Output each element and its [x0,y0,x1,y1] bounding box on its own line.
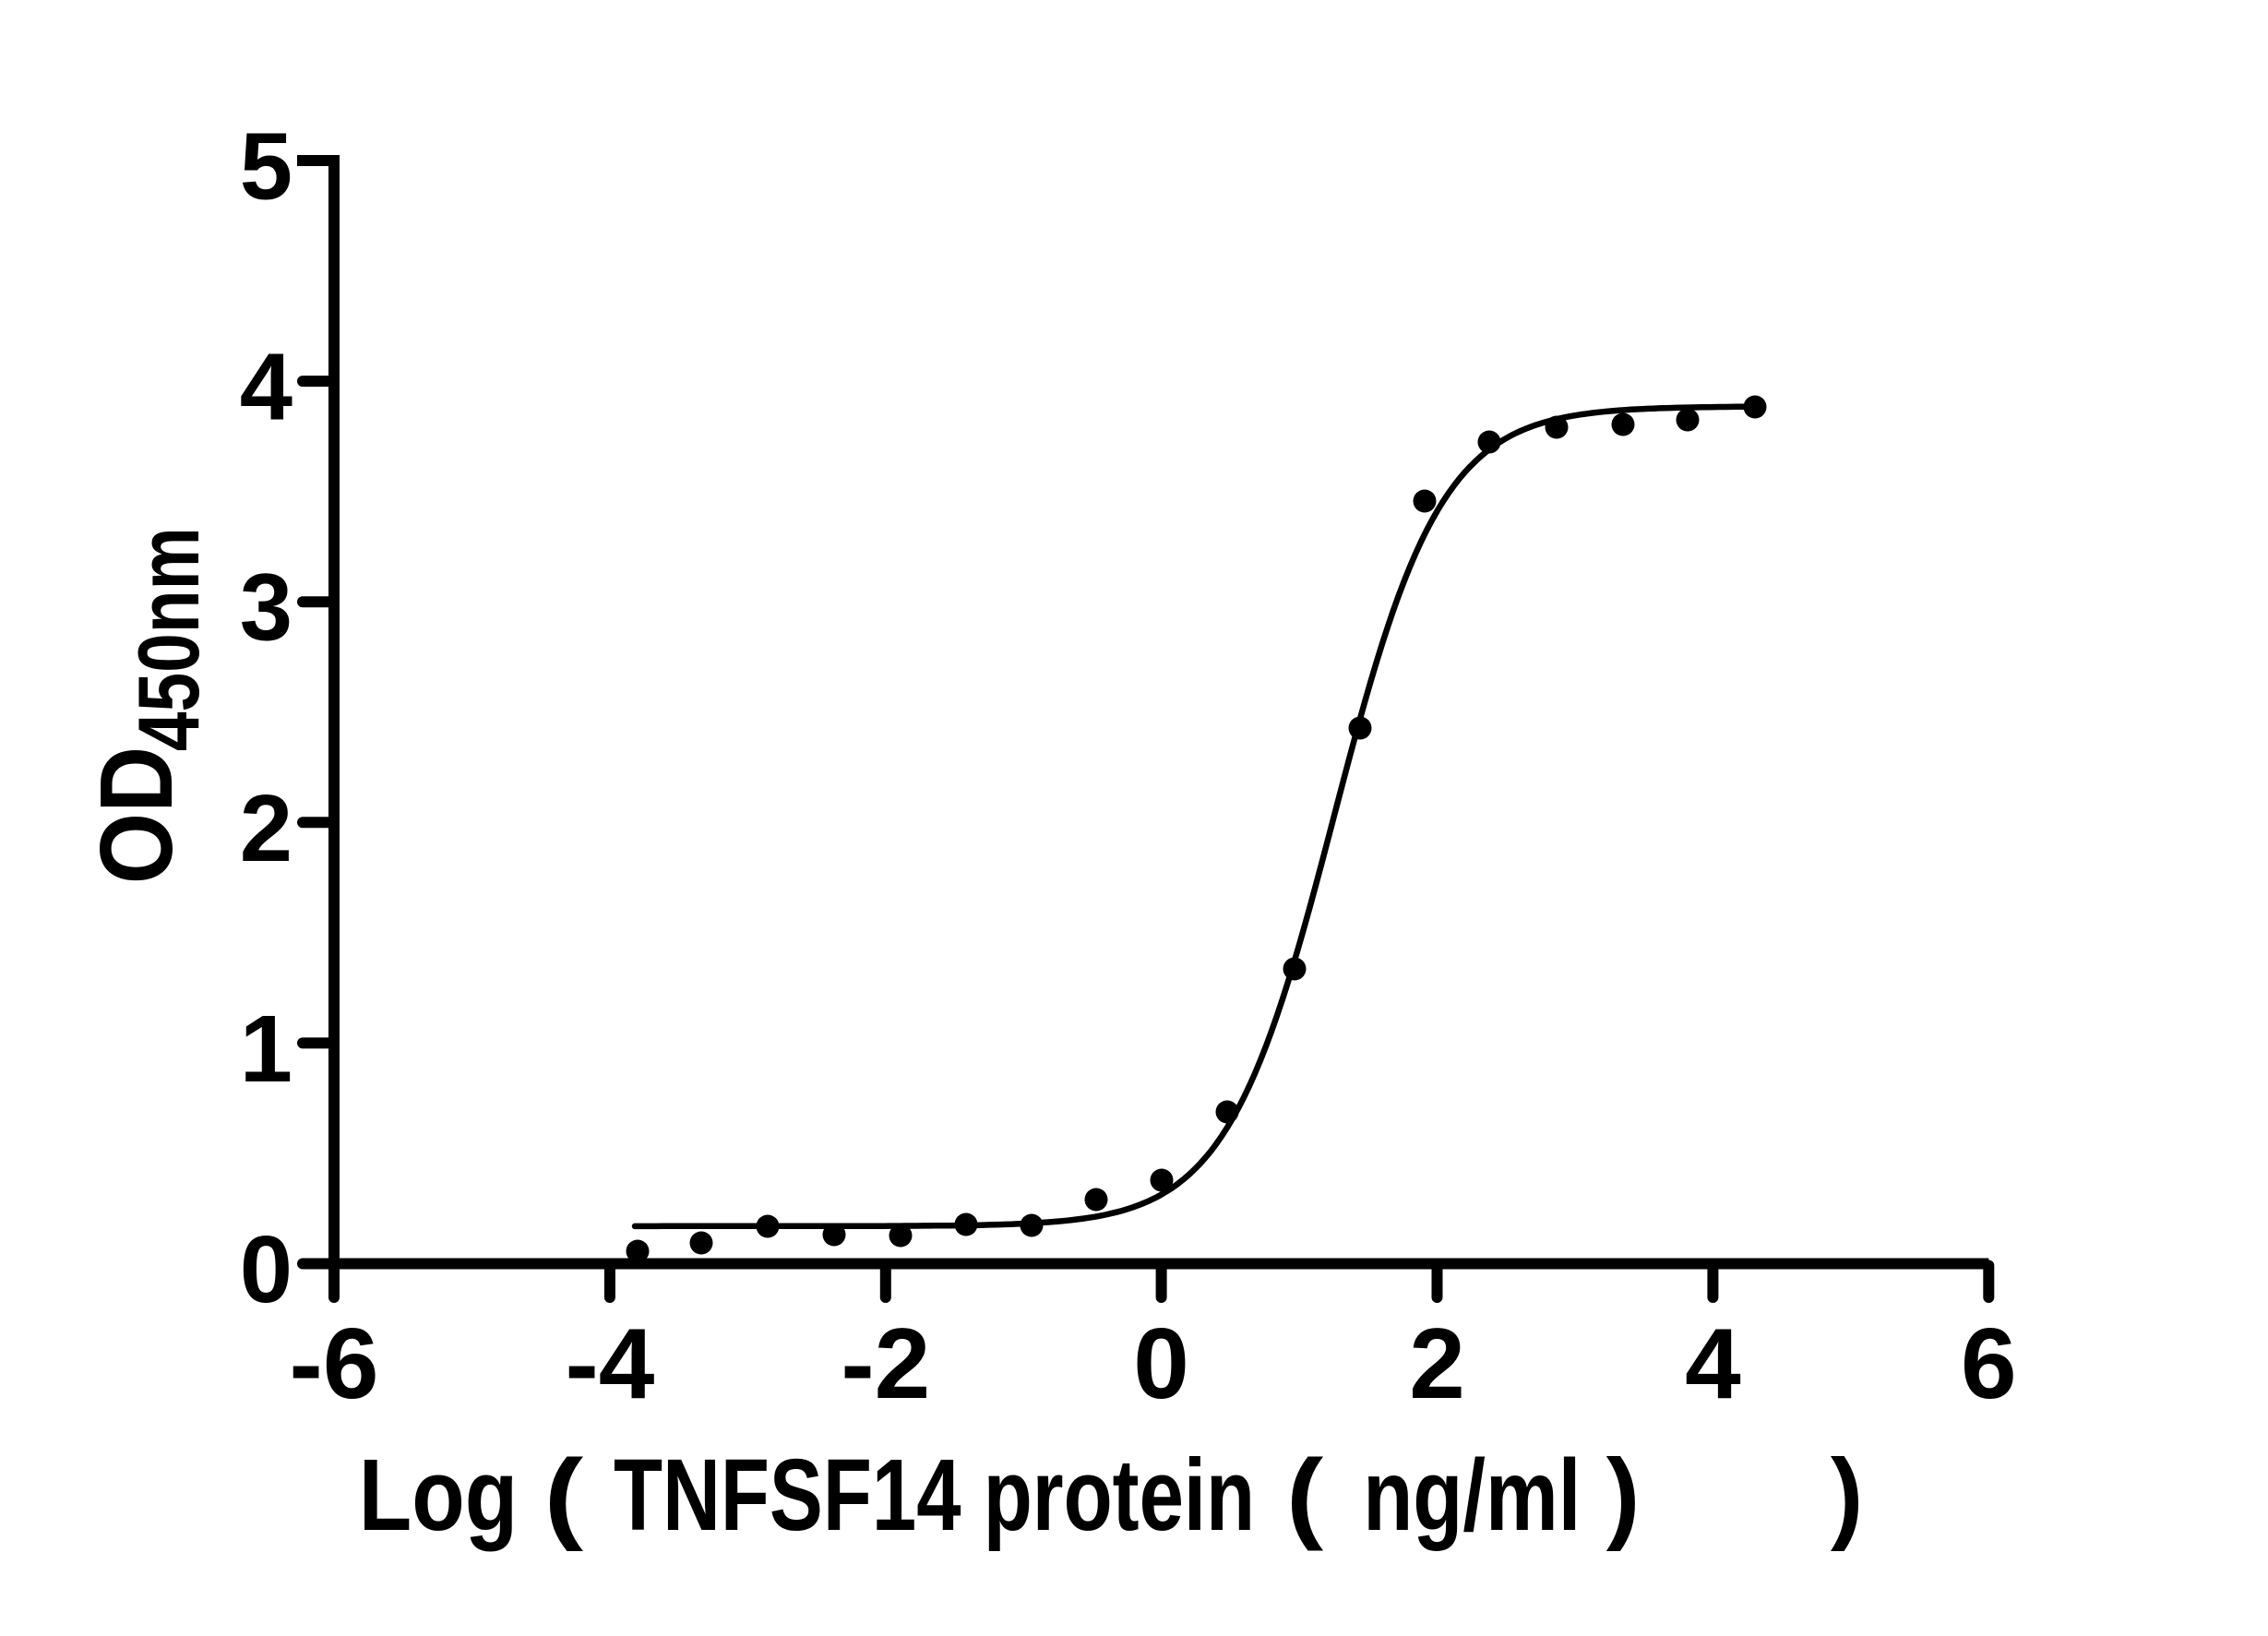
svg-text:4: 4 [1685,1308,1741,1420]
svg-text:TNFSF14 protein: TNFSF14 protein [614,1439,1255,1552]
svg-text:450nm: 450nm [121,527,218,751]
svg-text:0: 0 [1133,1308,1189,1420]
svg-text:3: 3 [240,555,292,661]
svg-text:0: 0 [240,1216,292,1322]
svg-text:(: ( [1286,1439,1324,1552]
svg-text:1: 1 [240,996,292,1102]
svg-text:-4: -4 [565,1308,654,1420]
svg-text:Log: Log [359,1438,518,1552]
svg-text:2: 2 [240,775,292,881]
svg-text:2: 2 [1409,1308,1465,1420]
svg-text:): ) [1831,1438,1863,1551]
svg-text:ng/ml: ng/ml [1363,1439,1581,1552]
svg-text:): ) [1606,1439,1641,1552]
svg-text:-6: -6 [290,1308,379,1420]
svg-text:6: 6 [1961,1308,2017,1420]
svg-text:4: 4 [240,334,292,440]
svg-text:(: ( [544,1439,584,1552]
svg-text:5: 5 [240,113,292,220]
svg-text:OD: OD [80,746,194,884]
svg-text:-2: -2 [841,1308,930,1420]
